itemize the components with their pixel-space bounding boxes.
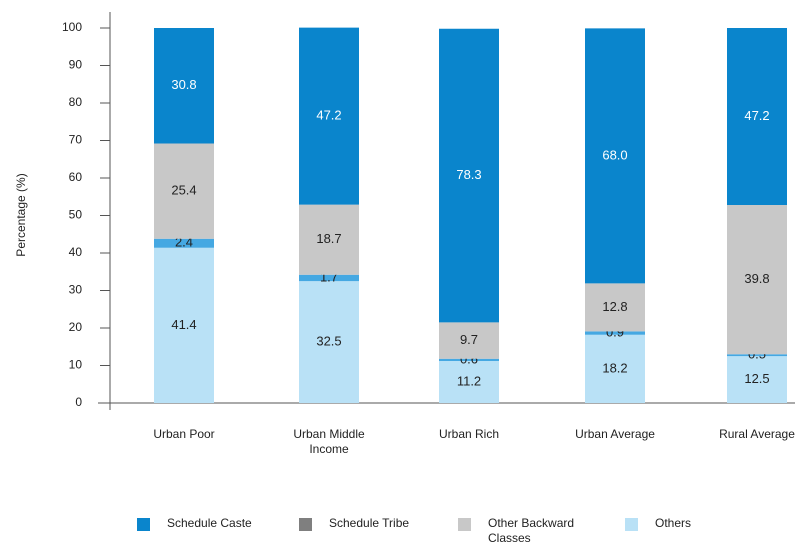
value-label: 9.7 (460, 332, 478, 347)
y-axis-label: Percentage (%) (14, 173, 28, 256)
y-tick-label: 100 (62, 20, 82, 34)
y-tick-label: 90 (69, 58, 83, 72)
y-tick-label: 50 (69, 208, 83, 222)
value-label: 18.2 (602, 360, 627, 375)
bar-segment (585, 331, 645, 335)
y-tick-label: 60 (69, 170, 83, 184)
bar-segment (299, 281, 359, 403)
x-tick-label: Rural Average (719, 427, 795, 441)
bar-segment (439, 28, 499, 323)
value-label: 25.4 (171, 183, 196, 198)
value-label: 12.8 (602, 299, 627, 314)
y-tick-label: 80 (69, 95, 83, 109)
bar-segment (299, 204, 359, 275)
bar-segment (154, 247, 214, 403)
value-label: 78.3 (456, 167, 481, 182)
legend-label: Schedule Caste (167, 516, 252, 530)
value-label: 47.2 (744, 108, 769, 123)
x-tick-label: Urban Poor (153, 427, 215, 441)
value-label: 12.5 (744, 371, 769, 386)
bar-segment (154, 28, 214, 144)
legend-swatch (625, 518, 638, 531)
y-tick-label: 20 (69, 320, 83, 334)
value-label: 18.7 (316, 231, 341, 246)
bar-segment (154, 143, 214, 239)
legend-swatch (458, 518, 471, 531)
bar-segment (585, 334, 645, 403)
legend-label: Other Backward Classes (488, 516, 575, 544)
bar-segment (439, 358, 499, 361)
y-tick-label: 10 (69, 358, 83, 372)
bar-segment (727, 354, 787, 357)
legend-swatch (299, 518, 312, 531)
value-label: 30.8 (171, 77, 196, 92)
bar-segment (727, 28, 787, 205)
bar-segment (585, 283, 645, 332)
bar-segment (439, 322, 499, 359)
y-tick-label: 70 (69, 133, 83, 147)
y-tick-label: 0 (75, 395, 82, 409)
x-tick-label: Urban Middle Income (293, 427, 365, 456)
bar-segment (727, 205, 787, 355)
x-tick-label: Urban Average (575, 427, 655, 441)
value-label: 47.2 (316, 108, 341, 123)
legend-label: Schedule Tribe (329, 516, 410, 530)
bar-segment (154, 238, 214, 248)
legend-swatch (137, 518, 150, 531)
x-tick-label: Urban Rich (438, 427, 500, 441)
y-tick-label: 30 (69, 283, 83, 297)
bar-segment (585, 28, 645, 284)
value-label: 39.8 (744, 271, 769, 286)
bar-segment (299, 274, 359, 282)
value-label: 68.0 (602, 147, 627, 162)
y-tick-label: 40 (69, 245, 83, 259)
value-label: 41.4 (171, 317, 196, 332)
value-label: 32.5 (316, 334, 341, 349)
bar-segment (439, 361, 499, 403)
bar-segment (299, 27, 359, 205)
bar-segment (727, 356, 787, 403)
legend-label: Others (655, 516, 692, 530)
value-label: 11.2 (457, 373, 481, 388)
